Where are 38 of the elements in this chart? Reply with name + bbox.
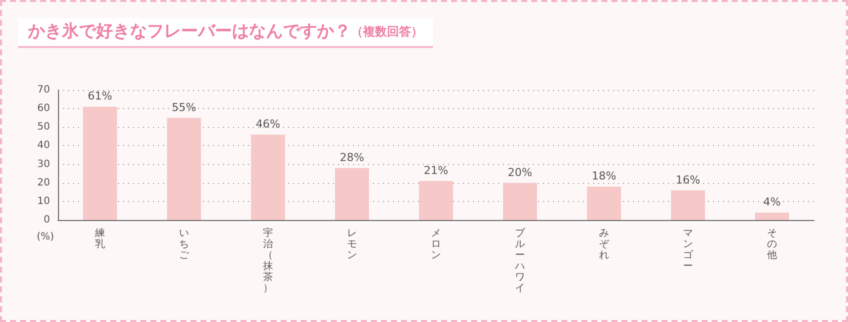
x-tick-label: レモン — [347, 228, 357, 261]
data-label: 20% — [508, 166, 532, 179]
data-label: 61% — [88, 90, 112, 103]
x-tick-label: 宇治（抹茶） — [263, 227, 273, 294]
bar — [419, 181, 453, 220]
x-tick-label: その他 — [767, 228, 777, 261]
bar — [251, 134, 285, 220]
x-tick-label: いちご — [179, 228, 190, 261]
y-tick-label: 10 — [37, 196, 50, 207]
y-axis-title: (%) — [36, 232, 54, 242]
x-tick-label: メロン — [431, 228, 441, 261]
x-tick-label: マンゴー — [683, 228, 694, 272]
bar — [503, 182, 537, 220]
data-label: 18% — [592, 170, 616, 183]
y-tick-label: 40 — [37, 140, 50, 152]
chart-title: かき氷で好きなフレーバーはなんですか？ — [27, 22, 351, 42]
bar — [83, 106, 117, 220]
bar — [755, 212, 789, 220]
data-label: 46% — [256, 118, 280, 131]
data-label: 21% — [424, 164, 448, 177]
x-tick-label: ブルーハワイ — [514, 227, 526, 294]
y-tick-label: 50 — [37, 122, 50, 133]
bar — [587, 186, 621, 220]
x-tick-label: 練乳 — [94, 227, 105, 250]
data-label: 4% — [763, 196, 781, 209]
bar — [671, 190, 705, 220]
data-label: 16% — [676, 173, 700, 186]
bar — [167, 118, 201, 220]
bar — [335, 168, 369, 220]
chart-subtitle: （複数回答） — [351, 24, 423, 38]
y-tick-label: 60 — [37, 103, 50, 114]
data-label: 28% — [340, 151, 364, 164]
x-tick-label: みぞれ — [599, 228, 610, 261]
y-tick-label: 20 — [37, 177, 50, 188]
y-tick-label: 0 — [44, 214, 50, 226]
data-label: 55% — [172, 100, 196, 114]
y-tick-label: 30 — [37, 158, 50, 170]
y-tick-label: 70 — [37, 84, 50, 96]
